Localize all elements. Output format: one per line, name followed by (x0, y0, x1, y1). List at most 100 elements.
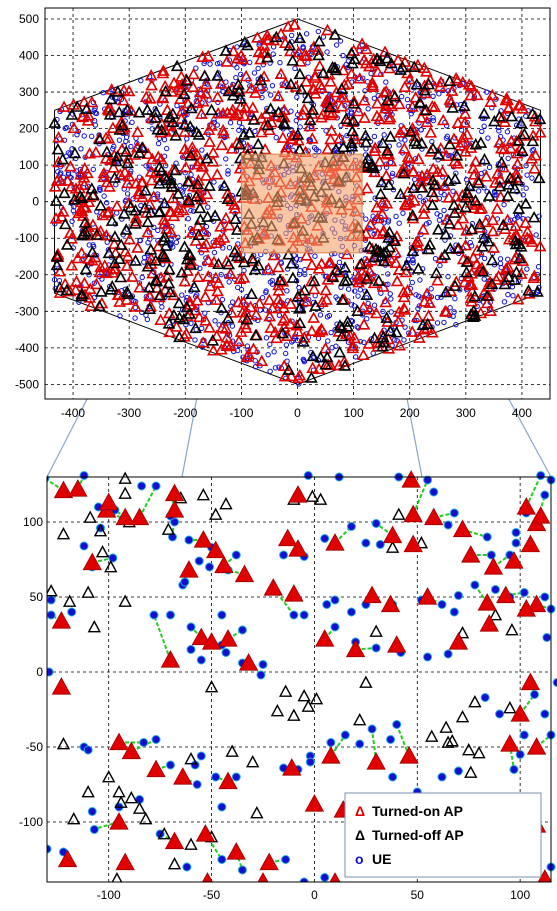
overview-on-ap-point (406, 165, 420, 177)
overview-on-ap-point (431, 273, 444, 286)
overview-on-ap-point (411, 310, 424, 323)
overview-ue-point (450, 188, 456, 194)
overview-on-ap-point (332, 358, 346, 371)
overview-off-ap-point (120, 103, 134, 115)
overview-off-ap-point (532, 171, 546, 184)
overview-off-ap-point (410, 77, 424, 90)
turned-on-ap-point (288, 539, 308, 557)
overview-off-ap-point (307, 274, 321, 287)
overview-off-ap-point (103, 108, 117, 120)
overview-on-ap-point (480, 296, 494, 309)
overview-ue-point (273, 134, 279, 141)
overview-off-ap-point (493, 179, 507, 192)
overview-off-ap-point (474, 136, 488, 148)
turned-off-ap-point (301, 699, 315, 712)
overview-on-ap-point (175, 104, 189, 117)
overview-ue-point (389, 173, 395, 179)
overview-off-ap-point (157, 234, 171, 246)
overview-off-ap-point (443, 137, 457, 150)
overview-off-ap-point (439, 285, 453, 298)
overview-on-ap-point (465, 278, 479, 290)
overview-on-ap-point (199, 87, 213, 99)
overview-on-ap-point (418, 86, 432, 99)
ue-point (388, 772, 398, 782)
overview-off-ap-point (221, 192, 235, 204)
overview-off-ap-point (119, 223, 133, 235)
overview-off-ap-point (326, 60, 339, 73)
overview-off-ap-point (443, 74, 457, 86)
overview-on-ap-point (504, 141, 518, 154)
overview-off-ap-point (191, 177, 205, 190)
overview-on-ap-point (199, 169, 213, 181)
overview-ue-point (430, 117, 437, 124)
turned-off-ap-point (167, 857, 182, 870)
overview-on-ap-point (420, 287, 434, 299)
overview-on-ap-point (340, 247, 354, 260)
overview-on-ap-point (412, 331, 426, 343)
overview-on-ap-point (300, 294, 314, 307)
overview-ue-point (197, 265, 203, 272)
overview-off-ap-point (485, 277, 499, 290)
overview-off-ap-point (190, 125, 203, 138)
overview-off-ap-point (338, 261, 352, 273)
overview-on-ap-point (336, 63, 350, 76)
overview-ue-point (363, 216, 369, 222)
zoom-y-tick-label: 100 (23, 515, 43, 529)
overview-on-ap-point (225, 306, 238, 318)
ue-point (165, 760, 175, 770)
overview-ue-point (75, 128, 81, 135)
overview-on-ap-point (102, 205, 116, 217)
overview-off-ap-point (49, 194, 63, 206)
turned-on-ap-point (504, 551, 524, 569)
overview-on-ap-point (420, 65, 433, 77)
turned-on-ap-point (366, 752, 386, 770)
overview-off-ap-point (465, 222, 479, 235)
overview-ue-point (227, 119, 234, 126)
overview-ue-point (303, 31, 310, 37)
overview-off-ap-point (183, 307, 197, 319)
overview-on-ap-point (440, 149, 454, 161)
overview-on-ap-point (124, 104, 138, 116)
overview-on-ap-point (146, 266, 160, 279)
overview-off-ap-point (354, 257, 368, 269)
overview-on-ap-point (459, 238, 472, 251)
overview-off-ap-point (383, 225, 396, 238)
overview-off-ap-point (301, 91, 315, 104)
overview-off-ap-point (70, 100, 84, 112)
ap-ue-link (371, 728, 378, 763)
overview-on-ap-point (324, 256, 337, 268)
overview-on-ap-point (271, 89, 285, 102)
overview-ue-point (504, 129, 511, 135)
legend: Δ Turned-on AP Δ Turned-off AP o UE (344, 792, 542, 878)
overview-off-ap-point (105, 214, 119, 226)
overview-ue-point (377, 140, 383, 146)
overview-off-ap-point (149, 111, 162, 123)
turned-on-ap-point (399, 746, 419, 764)
overview-on-ap-point (305, 324, 319, 337)
turned-on-ap-point (226, 842, 246, 860)
overview-on-ap-point (311, 43, 325, 55)
overview-off-ap-point (178, 118, 192, 130)
turned-on-ap-point (257, 872, 269, 882)
overview-off-ap-point (173, 330, 186, 343)
overview-off-ap-point (376, 340, 389, 352)
zoom-region-highlight (240, 153, 363, 254)
overview-off-ap-point (162, 110, 176, 123)
overview-on-ap-point (393, 339, 406, 351)
overview-off-ap-point (345, 136, 358, 148)
overview-off-ap-point (448, 172, 462, 185)
overview-off-ap-point (463, 179, 476, 192)
overview-on-ap-point (215, 138, 229, 151)
overview-on-ap-point (151, 239, 165, 252)
overview-ue-point (198, 250, 205, 256)
ue-point (542, 633, 552, 642)
overview-on-ap-point (117, 83, 131, 96)
overview-on-ap-point (355, 37, 369, 49)
overview-on-ap-point (219, 322, 233, 334)
ue-point (83, 745, 93, 755)
overview-on-ap-point (64, 160, 77, 172)
overview-off-ap-point (418, 83, 431, 96)
overview-on-ap-point (176, 203, 190, 216)
ue-point (536, 471, 546, 480)
overview-on-ap-point (64, 226, 77, 238)
